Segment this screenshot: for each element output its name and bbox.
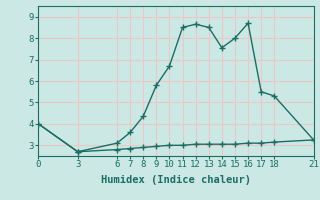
X-axis label: Humidex (Indice chaleur): Humidex (Indice chaleur): [101, 175, 251, 185]
